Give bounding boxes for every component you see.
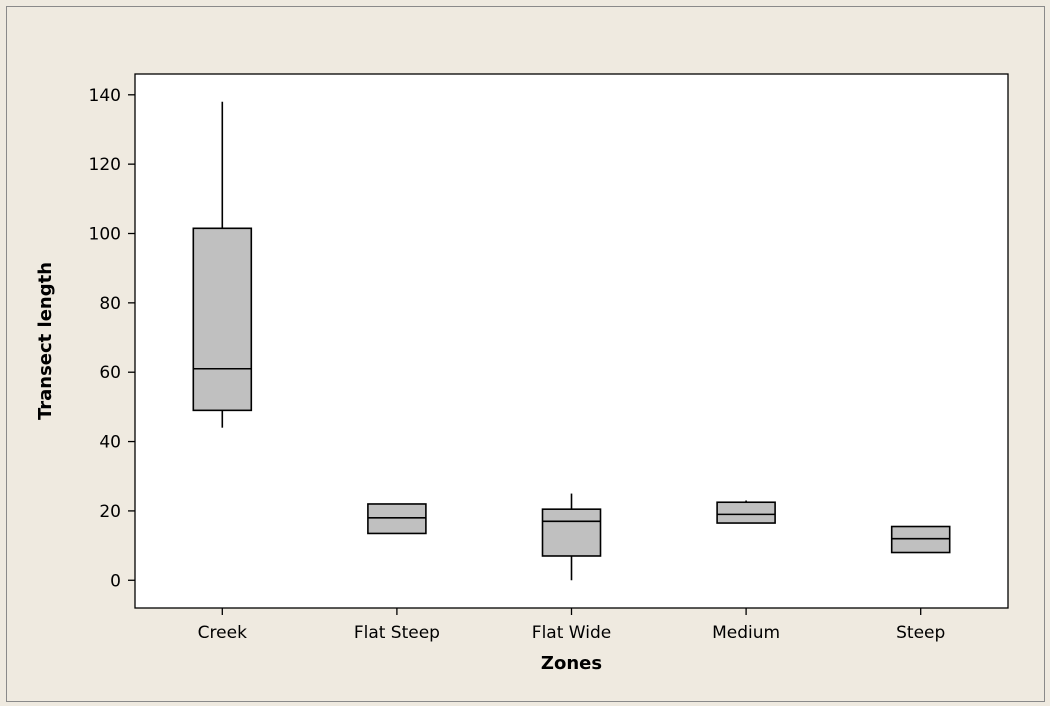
- x-tick-label: Flat Wide: [532, 623, 611, 643]
- y-tick-label: 120: [89, 155, 121, 175]
- x-axis-title: Zones: [541, 653, 602, 674]
- box-flat-wide: [541, 493, 602, 581]
- y-tick-label: 60: [99, 363, 121, 383]
- iqr-box: [716, 501, 776, 524]
- figure-frame: 0 20 40 60 80 100 120 140 Creek Flat Steep Flat W…: [6, 6, 1045, 702]
- y-tick-label: 40: [99, 433, 121, 453]
- box-creek: [192, 101, 253, 428]
- y-tick-label: 140: [89, 86, 121, 106]
- x-tick-label: Medium: [712, 623, 780, 643]
- boxes-group: [192, 101, 951, 581]
- y-tick-label: 20: [99, 502, 121, 522]
- iqr-box: [541, 508, 602, 557]
- box-flat-steep: [367, 503, 427, 535]
- x-axis: Creek Flat Steep Flat Wide Medium Steep: [198, 608, 945, 643]
- box-plot-chart: 0 20 40 60 80 100 120 140 Creek Flat Steep Flat W…: [35, 73, 1009, 674]
- iqr-box: [192, 227, 253, 412]
- box-steep: [890, 525, 951, 554]
- iqr-box: [890, 525, 951, 554]
- y-axis-title: Transect length: [35, 262, 56, 420]
- y-tick-label: 100: [89, 225, 121, 245]
- x-tick-label: Creek: [198, 623, 247, 643]
- y-axis: 0 20 40 60 80 100 120 140: [89, 86, 135, 591]
- y-tick-label: 80: [99, 294, 121, 314]
- box-medium: [716, 500, 776, 524]
- y-tick-label: 0: [110, 571, 121, 591]
- iqr-box: [367, 503, 427, 535]
- x-tick-label: Steep: [896, 623, 945, 643]
- x-tick-label: Flat Steep: [354, 623, 440, 643]
